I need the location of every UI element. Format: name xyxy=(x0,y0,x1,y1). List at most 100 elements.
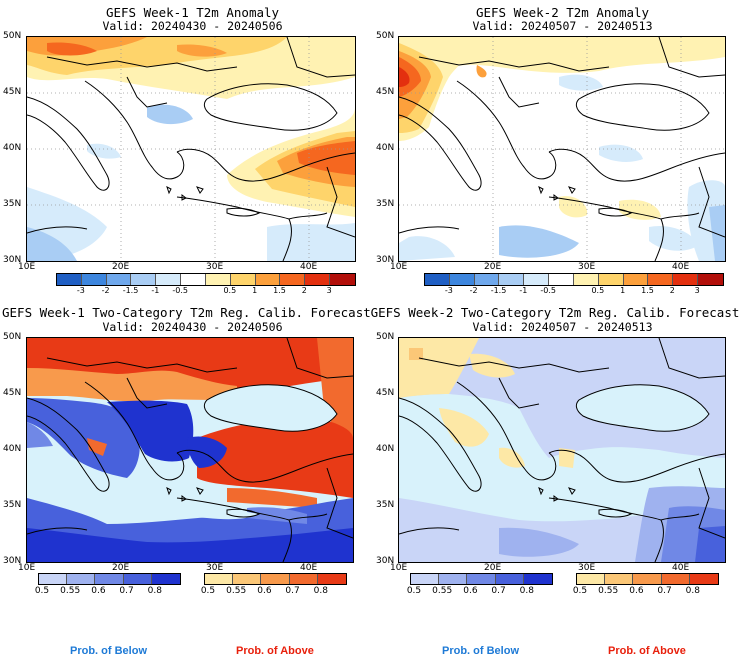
colorbar-tick-label: 1.5 xyxy=(641,286,654,295)
colorbar-swatch xyxy=(156,274,182,285)
prob-above-label: Prob. of Above xyxy=(236,645,314,657)
colorbar-swatch xyxy=(280,274,306,285)
colorbar-tick-label: 0.5 xyxy=(223,286,237,295)
colorbar-swatch xyxy=(673,274,699,285)
colorbar-swatch xyxy=(151,574,180,584)
colorbar-swatch xyxy=(261,574,290,584)
colorbar-swatch xyxy=(181,274,206,285)
lon-label: 30E xyxy=(206,262,224,272)
lon-label: 40E xyxy=(672,563,690,573)
lat-label: 35N xyxy=(376,199,395,209)
lon-label: 40E xyxy=(672,262,690,272)
colorbar-swatch xyxy=(573,274,599,285)
colorbar-swatch xyxy=(131,274,157,285)
above-probability-colorbar xyxy=(576,573,719,585)
lon-label: 10E xyxy=(18,262,36,272)
lon-label: 20E xyxy=(484,563,502,573)
probability-tick-label: 0.7 xyxy=(285,586,300,596)
colorbar-swatch xyxy=(205,574,234,584)
colorbar-tick-label: -0.5 xyxy=(172,286,188,295)
colorbar-swatch xyxy=(317,574,346,584)
anomaly-colorbar xyxy=(56,273,356,286)
panel-valid-dates: Valid: 20240507 - 20240513 xyxy=(472,320,653,334)
probability-tick-label: 0.5 xyxy=(34,586,50,596)
lat-label: 50N xyxy=(3,332,22,342)
probability-tick-label: 0.55 xyxy=(60,586,81,596)
lat-label: 35N xyxy=(376,500,395,510)
colorbar-swatch xyxy=(598,274,624,285)
colorbar-tick-label: 2 xyxy=(301,286,307,295)
colorbar-swatch xyxy=(549,274,574,285)
probability-tick-label: 0.5 xyxy=(406,586,422,596)
lat-label: 30N xyxy=(376,255,395,265)
colorbar-swatch xyxy=(689,574,718,584)
colorbar-swatch xyxy=(230,274,256,285)
lon-label: 20E xyxy=(112,563,130,573)
panel-valid-dates: Valid: 20240430 - 20240506 xyxy=(102,320,283,334)
prob-above-label: Prob. of Above xyxy=(608,645,686,657)
colorbar-swatch xyxy=(495,574,524,584)
colorbar-swatch xyxy=(205,274,231,285)
probability-tick-label: 0.8 xyxy=(147,586,162,596)
colorbar-tick-label: -0.5 xyxy=(540,286,556,295)
colorbar-swatch xyxy=(467,574,496,584)
above-probability-colorbar xyxy=(204,573,347,585)
probability-tick-label: 0.7 xyxy=(657,586,672,596)
colorbar-swatch xyxy=(648,274,674,285)
colorbar-tick-label: -1 xyxy=(519,286,528,295)
probability-tick-label: 0.5 xyxy=(572,586,588,596)
colorbar-tick-label: -1.5 xyxy=(122,286,139,295)
colorbar-swatch xyxy=(474,274,500,285)
lat-label: 40N xyxy=(376,444,395,454)
colorbar-swatch xyxy=(661,574,690,584)
panel-valid-dates: Valid: 20240430 - 20240506 xyxy=(102,19,283,33)
panel-title: GEFS Week-1 Two-Category T2m Reg. Calib.… xyxy=(2,305,371,320)
colorbar-swatch xyxy=(633,574,662,584)
lon-label: 20E xyxy=(112,262,130,272)
colorbar-swatch xyxy=(233,574,262,584)
colorbar-tick-label: -3 xyxy=(76,286,85,295)
colorbar-tick-label: 3 xyxy=(326,286,332,295)
colorbar-swatch xyxy=(106,274,132,285)
lon-label: 10E xyxy=(390,262,408,272)
probability-tick-label: 0.8 xyxy=(685,586,700,596)
colorbar-tick-label: 1.5 xyxy=(273,286,286,295)
colorbar-tick-label: -3 xyxy=(444,286,453,295)
lat-label: 45N xyxy=(3,388,22,398)
lon-label: 40E xyxy=(300,262,318,272)
lat-label: 35N xyxy=(3,199,22,209)
colorbar-tick-label: 2 xyxy=(669,286,675,295)
lat-label: 40N xyxy=(3,444,22,454)
probability-tick-label: 0.55 xyxy=(226,586,247,596)
lat-label: 50N xyxy=(376,332,395,342)
lat-label: 30N xyxy=(3,556,22,566)
lat-label: 45N xyxy=(376,87,395,97)
below-probability-colorbar xyxy=(38,573,181,585)
colorbar-tick-label: 1 xyxy=(620,286,626,295)
colorbar-swatch xyxy=(499,274,525,285)
lat-label: 40N xyxy=(376,143,395,153)
colorbar-swatch xyxy=(255,274,281,285)
colorbar-swatch xyxy=(67,574,96,584)
probability-tick-label: 0.8 xyxy=(313,586,328,596)
lat-label: 50N xyxy=(376,31,395,41)
lon-label: 10E xyxy=(390,563,408,573)
colorbar-swatch xyxy=(523,574,552,584)
colorbar-tick-label: -1 xyxy=(151,286,160,295)
colorbar-tick-label: -1.5 xyxy=(490,286,507,295)
lat-label: 50N xyxy=(3,31,22,41)
prob-below-label: Prob. of Below xyxy=(442,645,519,657)
lat-label: 45N xyxy=(3,87,22,97)
colorbar-swatch xyxy=(439,574,468,584)
anomaly-map xyxy=(26,36,356,262)
colorbar-swatch xyxy=(605,574,634,584)
colorbar-swatch xyxy=(95,574,124,584)
lat-label: 35N xyxy=(3,500,22,510)
lon-label: 30E xyxy=(578,563,596,573)
probability-tick-label: 0.55 xyxy=(432,586,453,596)
panel-valid-dates: Valid: 20240507 - 20240513 xyxy=(472,19,653,33)
panel-title: GEFS Week-2 Two-Category T2m Reg. Calib.… xyxy=(370,305,740,320)
colorbar-tick-label: -2 xyxy=(469,286,478,295)
colorbar-swatch xyxy=(57,274,82,285)
colorbar-swatch xyxy=(698,274,723,285)
